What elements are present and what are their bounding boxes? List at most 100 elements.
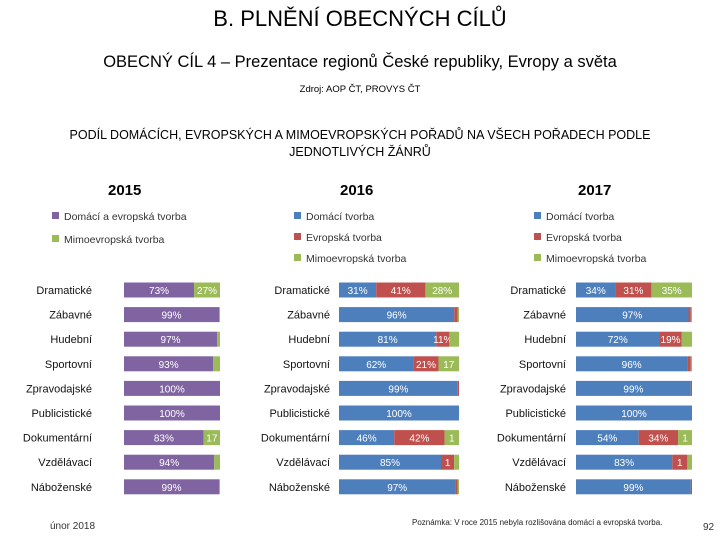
category-label: Náboženské [269,482,330,494]
data-label: 46% [357,434,377,445]
bar-segment [687,356,691,372]
legend-label: Evropská tvorba [546,232,622,244]
legend-label: Mimoevropská tvorba [306,253,407,265]
bar-segment [339,405,459,421]
data-label: 31% [348,286,368,297]
data-label: 1 [682,434,688,445]
category-label: Sportovní [45,359,92,371]
footer-note: Poznámka: V roce 2015 nebyla rozlišována… [412,518,663,527]
bar-segment [214,454,220,470]
bar-segment [690,479,692,495]
bar-segment [454,307,458,323]
data-label: 100% [621,409,647,420]
data-label: 72% [608,335,628,346]
bar-segment [576,479,691,495]
data-label: 96% [387,311,407,322]
bar-segment [576,454,673,470]
bar-segment [690,380,692,396]
data-label: 28% [432,286,452,297]
bar-segment [576,430,639,446]
data-label: 62% [366,360,386,371]
bar-segment [339,380,458,396]
bar-segment [339,331,437,347]
bar-segment [576,405,692,421]
bar-segment [690,307,692,323]
bar-segment [457,380,459,396]
data-label: 1 [449,434,455,445]
category-label: Zpravodajské [500,383,566,395]
bar-segment [638,430,679,446]
data-label: 94% [159,458,179,469]
legend-label: Domácí a evropská tvorba [64,211,187,223]
bar-segment [339,282,377,298]
bar-segment [688,307,691,323]
bar-segment [678,430,692,446]
data-label: 54% [597,434,617,445]
category-label: Dokumentární [23,433,92,445]
legend-item: Evropská tvorba [534,232,622,244]
data-label: 97% [161,335,181,346]
data-label: 99% [162,483,182,494]
category-label: Zábavné [287,310,330,322]
data-label: 99% [623,384,643,395]
legend-label: Domácí tvorba [546,211,615,223]
data-label: 97% [622,311,642,322]
bar-segment [124,282,195,298]
legend-swatch [52,235,59,242]
category-label: Vzdělávací [276,457,330,469]
bar-segment [425,282,459,298]
category-label: Dramatické [510,285,566,297]
data-label: 17 [206,434,218,445]
bar-segment [124,405,220,421]
data-label: 1 [677,458,683,469]
legend-swatch [534,254,541,261]
legend-item: Evropská tvorba [294,232,382,244]
bar-segment [576,282,616,298]
bar-segment [690,356,692,372]
data-label: 1 [445,458,451,469]
legend-swatch [534,233,541,240]
bar-segment [576,331,660,347]
category-label: Sportovní [283,359,330,371]
legend-swatch [294,254,301,261]
page-number: 92 [703,522,715,533]
page-subtitle: OBECNÝ CÍL 4 – Prezentace regionů České … [103,53,617,71]
bar-segment [339,356,414,372]
data-label: 99% [162,311,182,322]
data-label: 96% [622,360,642,371]
bar-segment [339,454,441,470]
bar-segment [339,430,395,446]
legend-item: Domácí tvorba [534,211,614,223]
data-label: 42% [409,434,429,445]
category-label: Dokumentární [261,433,330,445]
bar-segment [457,479,459,495]
bar-segment [576,380,691,396]
legend-swatch [294,212,301,219]
bar-segment [219,479,220,495]
category-label: Zábavné [523,310,566,322]
bar-segment [339,307,455,323]
legend-item: Mimoevropská tvorba [294,253,406,265]
bar-segment [672,454,688,470]
bar-segment [124,356,214,372]
data-label: 73% [149,286,169,297]
data-label: 11% [433,335,452,346]
bar-segment [124,307,220,323]
category-label: Vzdělávací [512,457,566,469]
bar-segment [681,331,692,347]
bar-segment [576,307,689,323]
category-label: Hudební [50,334,92,346]
legend-label: Mimoevropská tvorba [546,253,647,265]
bar-segment [394,430,445,446]
data-label: 100% [159,409,185,420]
category-label: Vzdělávací [38,457,92,469]
bar-segment [413,356,439,372]
category-label: Publicistické [31,408,92,420]
data-label: 99% [388,384,408,395]
data-label: 97% [387,483,407,494]
chart-title-2016: 2016 [340,182,374,199]
category-label: Náboženské [505,482,566,494]
data-label: 17 [443,360,455,371]
category-label: Dramatické [36,285,92,297]
